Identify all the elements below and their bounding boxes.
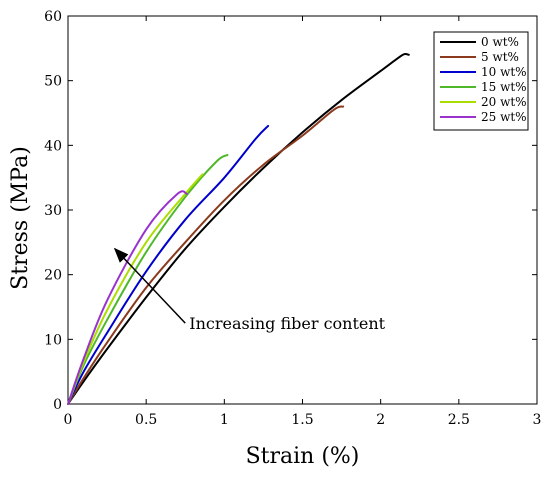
x-axis-label: Strain (%) bbox=[246, 444, 360, 469]
legend-label-1: 5 wt% bbox=[481, 50, 519, 64]
series-layer bbox=[67, 52, 410, 405]
legend-label-3: 15 wt% bbox=[481, 80, 527, 94]
annotation-layer: Increasing fiber content bbox=[113, 247, 386, 333]
x-tick-label: 1 bbox=[220, 412, 229, 428]
series-line-1 bbox=[67, 105, 345, 405]
y-tick-label: 60 bbox=[44, 9, 62, 25]
x-tick-label: 0 bbox=[64, 412, 73, 428]
y-tick-label: 0 bbox=[53, 397, 62, 413]
legend: 0 wt%5 wt%10 wt%15 wt%20 wt%25 wt% bbox=[433, 31, 529, 131]
y-tick-label: 40 bbox=[44, 138, 62, 154]
x-tick-label: 0.5 bbox=[135, 412, 157, 428]
series-line-4 bbox=[67, 173, 204, 405]
x-tick-label: 1.5 bbox=[291, 412, 313, 428]
series-line-0 bbox=[67, 52, 410, 405]
y-tick-label: 50 bbox=[44, 74, 62, 90]
annotation-text: Increasing fiber content bbox=[189, 314, 385, 333]
legend-label-4: 20 wt% bbox=[481, 95, 527, 109]
legend-label-5: 25 wt% bbox=[481, 110, 527, 124]
legend-box bbox=[433, 31, 529, 131]
legend-label-2: 10 wt% bbox=[481, 65, 527, 79]
legend-label-0: 0 wt% bbox=[481, 35, 519, 49]
y-tick-label: 20 bbox=[44, 268, 62, 284]
y-tick-label: 30 bbox=[44, 203, 62, 219]
series-line-5 bbox=[67, 190, 188, 405]
x-tick-label: 2.5 bbox=[448, 412, 470, 428]
annotation-arrow bbox=[113, 247, 186, 324]
x-tick-label: 2 bbox=[376, 412, 385, 428]
series-line-2 bbox=[67, 124, 270, 405]
y-axis-label: Stress (MPa) bbox=[8, 146, 33, 290]
x-tick-label: 3 bbox=[533, 412, 542, 428]
series-line-3 bbox=[67, 154, 229, 405]
y-tick-label: 10 bbox=[44, 332, 62, 348]
